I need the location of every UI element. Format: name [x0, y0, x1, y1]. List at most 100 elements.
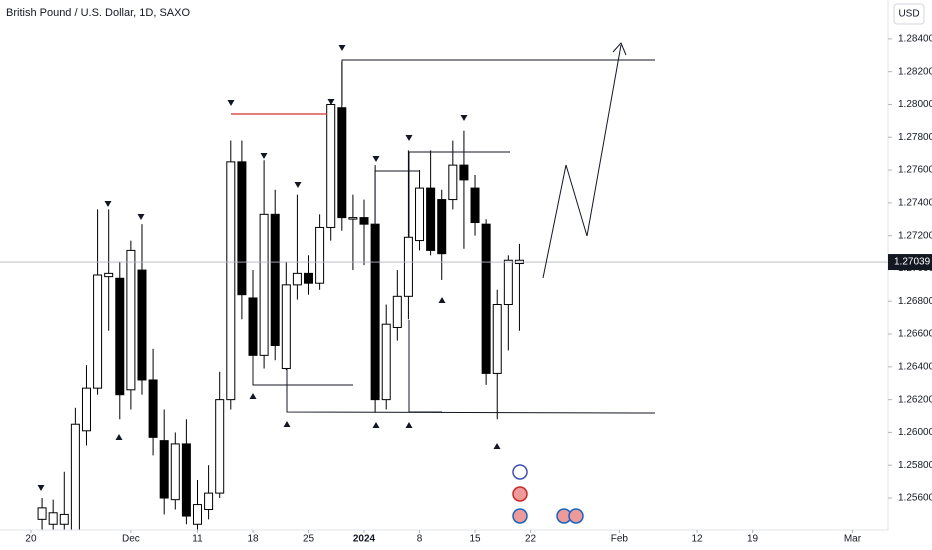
y-tick-label: 1.27600	[898, 165, 932, 176]
marker-up	[493, 443, 501, 449]
candle-body	[370, 223, 380, 401]
y-tick-label: 1.28000	[898, 99, 932, 110]
event-icon[interactable]	[568, 508, 584, 524]
candle-body	[304, 272, 314, 284]
y-tick-label: 1.27200	[898, 230, 932, 241]
y-tick-label: 1.28200	[898, 66, 932, 77]
y-tick-label: 1.27800	[898, 132, 932, 143]
marker-down	[104, 201, 112, 207]
candle-body	[359, 217, 369, 225]
chart-title: British Pound / U.S. Dollar, 1D, SAXO	[6, 7, 190, 19]
x-tick-label: Mar	[844, 534, 862, 545]
y-tick-label: 1.28400	[898, 34, 932, 45]
marker-up	[115, 434, 123, 440]
candle-body	[381, 323, 391, 401]
marker-down	[260, 153, 268, 159]
marker-down	[372, 156, 380, 162]
last-price-label: 1.27039	[894, 257, 931, 268]
plot-area	[0, 61, 888, 530]
marker-down	[227, 100, 235, 106]
x-tick-label: 18	[247, 534, 259, 545]
marker-up	[405, 422, 413, 428]
candle-body	[237, 161, 247, 296]
marker-up	[249, 393, 257, 399]
candle-body	[70, 423, 80, 530]
projection-arrow	[542, 44, 622, 279]
candle-body	[59, 513, 69, 525]
y-tick-label: 1.25800	[898, 460, 932, 471]
candle-body	[126, 249, 136, 391]
x-tick-label: 2024	[353, 534, 376, 545]
marker-up	[372, 422, 380, 428]
x-tick-label: 12	[691, 534, 703, 545]
candle-body	[259, 213, 269, 356]
arrow-head	[612, 42, 627, 56]
marker-down	[137, 214, 145, 220]
marker-up	[438, 297, 446, 303]
event-icon[interactable]	[512, 464, 528, 480]
currency-label: USD	[898, 9, 919, 20]
candle-body	[181, 443, 191, 517]
drawing-line	[341, 59, 655, 105]
last-price-box	[888, 254, 932, 271]
candle-body	[281, 284, 291, 369]
candle-body	[148, 379, 158, 438]
candle-body	[437, 199, 447, 255]
event-icon[interactable]	[512, 508, 528, 524]
y-tick-label: 1.26000	[898, 427, 932, 438]
marker-up	[283, 421, 291, 427]
y-tick-label: 1.26400	[898, 361, 932, 372]
candle-body	[415, 187, 425, 242]
x-tick-label: 20	[25, 534, 37, 545]
candle-body	[115, 277, 125, 396]
candle-body	[448, 164, 458, 201]
candle-body	[137, 269, 147, 381]
candle-body	[426, 187, 436, 251]
markers	[37, 45, 501, 491]
candle-body	[37, 507, 47, 520]
drawing-line	[408, 320, 442, 413]
marker-down	[460, 115, 468, 121]
drawing-line	[374, 170, 420, 225]
x-tick-label: 15	[469, 534, 481, 545]
candle-body	[93, 274, 103, 389]
drawing-line	[252, 355, 353, 386]
candle-body	[248, 297, 258, 356]
y-tick-label: 1.26200	[898, 394, 932, 405]
candle-body	[192, 504, 202, 525]
event-icon[interactable]	[512, 486, 528, 502]
currency-button[interactable]	[893, 3, 925, 25]
drawings	[37, 42, 656, 524]
candle-body	[492, 304, 502, 374]
x-tick-label: 25	[303, 534, 315, 545]
drawing-line	[408, 151, 510, 237]
marker-down	[294, 182, 302, 188]
x-tick-label: 19	[747, 534, 759, 545]
y-tick-label: 1.26800	[898, 296, 932, 307]
x-tick-label: Feb	[611, 534, 629, 545]
candle-body	[81, 387, 91, 432]
candle-body	[470, 187, 480, 224]
y-tick-label: 1.25600	[898, 493, 932, 504]
x-tick-label: 8	[417, 534, 423, 545]
candle-body	[348, 217, 358, 220]
candle-body	[459, 164, 469, 181]
x-tick-label: Dec	[122, 534, 140, 545]
candle-body	[170, 443, 180, 501]
event-icons	[512, 464, 584, 524]
marker-down	[405, 135, 413, 141]
x-tick-label: 11	[192, 534, 203, 545]
candle-body	[292, 272, 302, 286]
candle-body	[48, 512, 58, 525]
drawing-line	[286, 368, 656, 414]
candle-body	[503, 259, 513, 306]
y-tick-label: 1.26600	[898, 329, 932, 340]
candle-body	[226, 161, 236, 401]
candle-body	[159, 440, 169, 499]
x-tick-label: 22	[525, 534, 537, 545]
y-tick-label: 1.27400	[898, 197, 932, 208]
candle-body	[392, 295, 402, 328]
candle-body	[270, 213, 280, 347]
candle-body	[104, 272, 114, 278]
